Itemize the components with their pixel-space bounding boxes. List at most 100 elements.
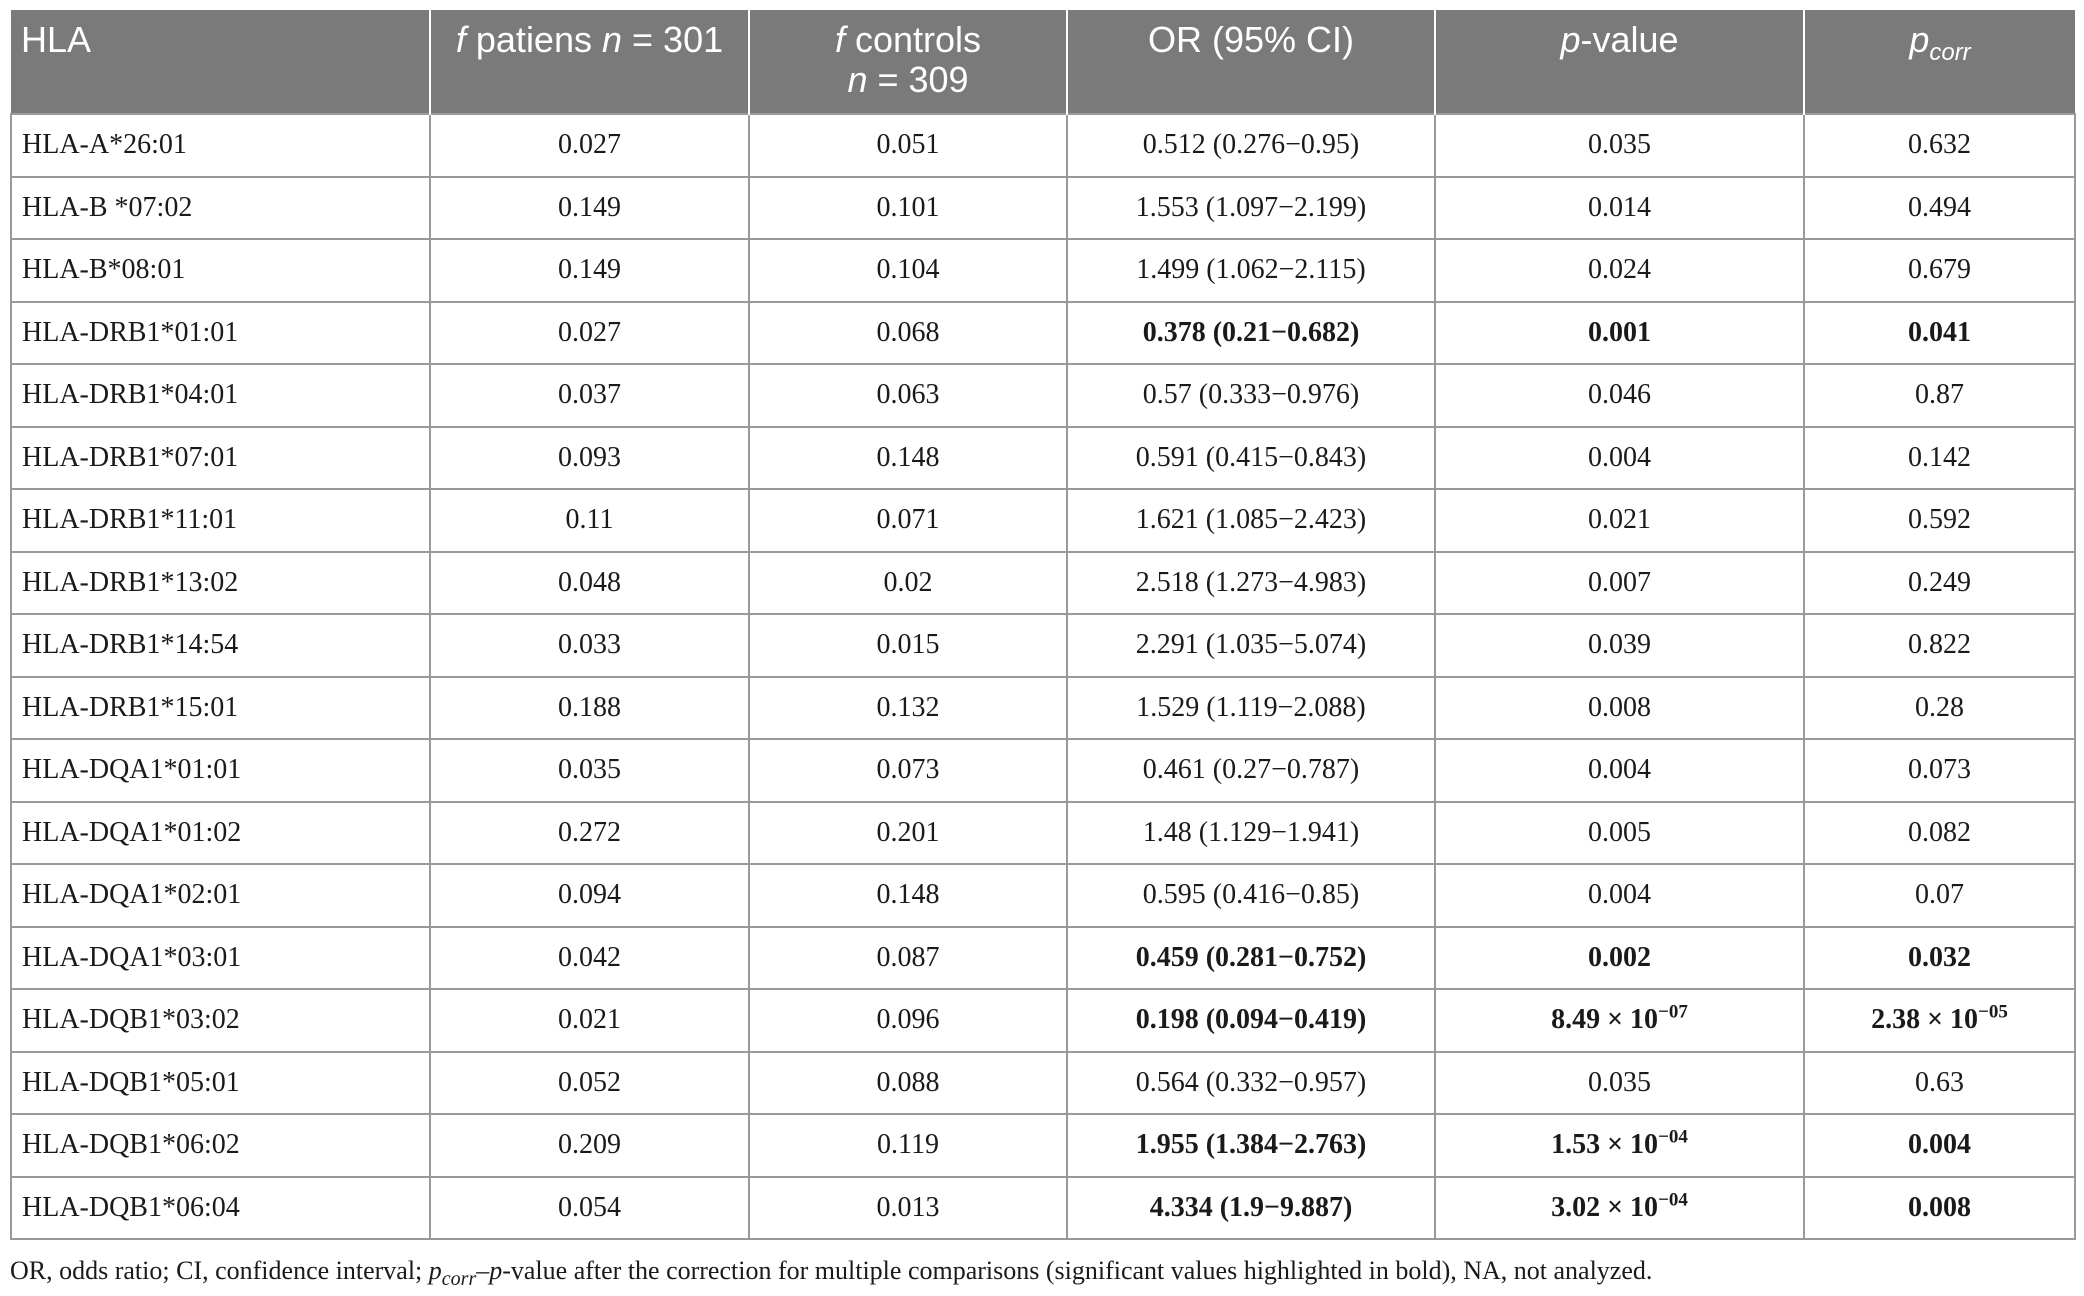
- cell-hla-allele: HLA-DQA1*03:01: [10, 925, 431, 990]
- cell-f-patients: 0.027: [429, 113, 750, 178]
- header-p-value: p-value: [1435, 10, 1805, 114]
- cell-p-corr: 0.63: [1803, 1050, 2076, 1115]
- cell-f-patients: 0.048: [429, 550, 750, 615]
- cell-f-controls: 0.02: [748, 550, 1068, 615]
- cell-f-controls: 0.087: [748, 925, 1068, 990]
- header-f-controls: f controls n = 309: [749, 10, 1068, 114]
- cell-f-patients: 0.021: [429, 988, 750, 1053]
- header-row: HLA f patiens n = 301 f controls n = 309 …: [11, 10, 2075, 114]
- cell-p-corr: 0.679: [1803, 238, 2076, 303]
- cell-p-corr: 0.142: [1803, 425, 2076, 490]
- cell-f-patients: 0.093: [429, 425, 750, 490]
- cell-p-value: 0.001: [1434, 300, 1805, 365]
- cell-hla-allele: HLA-DQB1*06:02: [10, 1113, 431, 1178]
- table-row: HLA-B *07:02 0.149 0.101 1.553 (1.097−2.199…: [10, 175, 2076, 240]
- cell-p-value: 0.008: [1434, 675, 1805, 740]
- table-row: HLA-DQB1*06:04 0.054 0.013 4.334 (1.9−9.887…: [10, 1175, 2076, 1240]
- cell-or-ci: 1.499 (1.062−2.115): [1066, 238, 1436, 303]
- cell-f-controls: 0.013: [748, 1175, 1068, 1240]
- cell-p-value: 0.046: [1434, 363, 1805, 428]
- cell-hla-allele: HLA-B*08:01: [10, 238, 431, 303]
- cell-f-controls: 0.073: [748, 738, 1068, 803]
- cell-p-corr: 2.38 × 10−05: [1803, 988, 2076, 1053]
- cell-hla-allele: HLA-DRB1*13:02: [10, 550, 431, 615]
- table-body: HLA-A*26:01 0.027 0.051 0.512 (0.276−0.95) 0…: [10, 113, 2076, 1240]
- cell-p-value: 0.004: [1434, 863, 1805, 928]
- cell-or-ci: 0.57 (0.333−0.976): [1066, 363, 1436, 428]
- cell-or-ci: 1.621 (1.085−2.423): [1066, 488, 1436, 553]
- table-row: HLA-DQA1*02:01 0.094 0.148 0.595 (0.416−0.8…: [10, 863, 2076, 928]
- table-row: HLA-B*08:01 0.149 0.104 1.499 (1.062−2.115)…: [10, 238, 2076, 303]
- table-row: HLA-DRB1*13:02 0.048 0.02 2.518 (1.273−4.98…: [10, 550, 2076, 615]
- cell-p-corr: 0.632: [1803, 113, 2076, 178]
- cell-f-controls: 0.015: [748, 613, 1068, 678]
- table-row: HLA-DRB1*14:54 0.033 0.015 2.291 (1.035−5.0…: [10, 613, 2076, 678]
- cell-p-corr: 0.822: [1803, 613, 2076, 678]
- cell-hla-allele: HLA-DQA1*02:01: [10, 863, 431, 928]
- table-footnote: OR, odds ratio; CI, confidence interval;…: [10, 1256, 1653, 1291]
- table-row: HLA-DRB1*04:01 0.037 0.063 0.57 (0.333−0.97…: [10, 363, 2076, 428]
- cell-hla-allele: HLA-A*26:01: [10, 113, 431, 178]
- cell-f-controls: 0.119: [748, 1113, 1068, 1178]
- cell-p-value: 8.49 × 10−07: [1434, 988, 1805, 1053]
- cell-p-corr: 0.041: [1803, 300, 2076, 365]
- cell-or-ci: 0.591 (0.415−0.843): [1066, 425, 1436, 490]
- cell-or-ci: 1.529 (1.119−2.088): [1066, 675, 1436, 740]
- cell-or-ci: 0.459 (0.281−0.752): [1066, 925, 1436, 990]
- cell-p-corr: 0.073: [1803, 738, 2076, 803]
- table-row: HLA-DQB1*03:02 0.021 0.096 0.198 (0.094−0.4…: [10, 988, 2076, 1053]
- cell-f-patients: 0.209: [429, 1113, 750, 1178]
- cell-f-controls: 0.051: [748, 113, 1068, 178]
- cell-or-ci: 0.564 (0.332−0.957): [1066, 1050, 1436, 1115]
- table-row: HLA-DRB1*11:01 0.11 0.071 1.621 (1.085−2.42…: [10, 488, 2076, 553]
- cell-f-controls: 0.088: [748, 1050, 1068, 1115]
- cell-f-controls: 0.063: [748, 363, 1068, 428]
- cell-or-ci: 1.955 (1.384−2.763): [1066, 1113, 1436, 1178]
- cell-hla-allele: HLA-DRB1*01:01: [10, 300, 431, 365]
- cell-f-patients: 0.052: [429, 1050, 750, 1115]
- table-row: HLA-DRB1*07:01 0.093 0.148 0.591 (0.415−0.8…: [10, 425, 2076, 490]
- table-row: HLA-DQA1*01:01 0.035 0.073 0.461 (0.27−0.78…: [10, 738, 2076, 803]
- cell-p-corr: 0.082: [1803, 800, 2076, 865]
- cell-p-value: 3.02 × 10−04: [1434, 1175, 1805, 1240]
- cell-p-value: 0.035: [1434, 113, 1805, 178]
- table-row: HLA-A*26:01 0.027 0.051 0.512 (0.276−0.95) 0…: [10, 113, 2076, 178]
- cell-hla-allele: HLA-DRB1*11:01: [10, 488, 431, 553]
- cell-f-controls: 0.071: [748, 488, 1068, 553]
- cell-hla-allele: HLA-DQA1*01:01: [10, 738, 431, 803]
- cell-p-corr: 0.004: [1803, 1113, 2076, 1178]
- cell-p-value: 1.53 × 10−04: [1434, 1113, 1805, 1178]
- table-row: HLA-DQB1*06:02 0.209 0.119 1.955 (1.384−2.7…: [10, 1113, 2076, 1178]
- cell-p-value: 0.005: [1434, 800, 1805, 865]
- cell-or-ci: 1.553 (1.097−2.199): [1066, 175, 1436, 240]
- cell-or-ci: 0.461 (0.27−0.787): [1066, 738, 1436, 803]
- hla-association-table: HLA f patiens n = 301 f controls n = 309 …: [10, 10, 2076, 1240]
- cell-f-patients: 0.037: [429, 363, 750, 428]
- cell-f-controls: 0.132: [748, 675, 1068, 740]
- cell-or-ci: 0.595 (0.416−0.85): [1066, 863, 1436, 928]
- cell-or-ci: 4.334 (1.9−9.887): [1066, 1175, 1436, 1240]
- table-header: HLA f patiens n = 301 f controls n = 309 …: [11, 10, 2075, 114]
- cell-f-patients: 0.188: [429, 675, 750, 740]
- cell-p-corr: 0.28: [1803, 675, 2076, 740]
- cell-hla-allele: HLA-DQB1*03:02: [10, 988, 431, 1053]
- cell-or-ci: 0.378 (0.21−0.682): [1066, 300, 1436, 365]
- cell-f-controls: 0.096: [748, 988, 1068, 1053]
- cell-p-value: 0.021: [1434, 488, 1805, 553]
- cell-p-value: 0.039: [1434, 613, 1805, 678]
- cell-f-patients: 0.035: [429, 738, 750, 803]
- cell-hla-allele: HLA-DQA1*01:02: [10, 800, 431, 865]
- cell-f-patients: 0.054: [429, 1175, 750, 1240]
- table-row: HLA-DRB1*01:01 0.027 0.068 0.378 (0.21−0.68…: [10, 300, 2076, 365]
- cell-f-patients: 0.033: [429, 613, 750, 678]
- cell-hla-allele: HLA-DRB1*04:01: [10, 363, 431, 428]
- cell-or-ci: 0.198 (0.094−0.419): [1066, 988, 1436, 1053]
- cell-p-corr: 0.07: [1803, 863, 2076, 928]
- cell-or-ci: 2.291 (1.035−5.074): [1066, 613, 1436, 678]
- header-or-ci: OR (95% CI): [1067, 10, 1436, 114]
- cell-p-value: 0.004: [1434, 738, 1805, 803]
- cell-or-ci: 2.518 (1.273−4.983): [1066, 550, 1436, 615]
- cell-f-patients: 0.027: [429, 300, 750, 365]
- cell-p-corr: 0.494: [1803, 175, 2076, 240]
- header-hla: HLA: [11, 10, 431, 114]
